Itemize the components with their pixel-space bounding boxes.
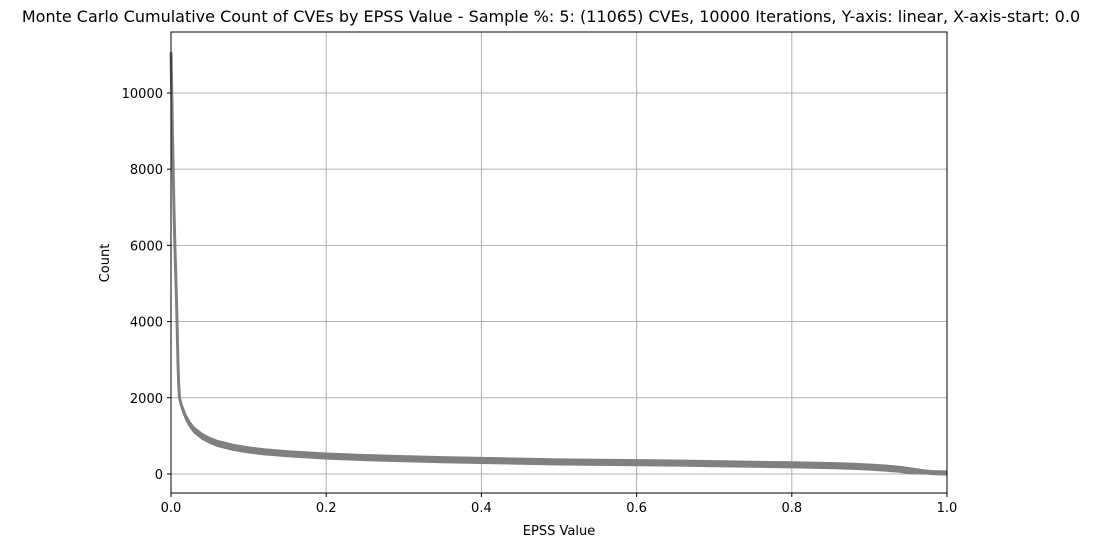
series-point: [938, 473, 941, 475]
series-point: [173, 214, 175, 216]
series-point: [922, 472, 925, 474]
series-point: [177, 385, 180, 388]
series-point: [175, 297, 178, 300]
series-point: [286, 452, 289, 455]
x-tick-label: 0.8: [781, 501, 802, 516]
series-point: [907, 469, 909, 472]
series-point: [915, 470, 917, 473]
series-line: [169, 52, 948, 476]
y-tick-label: 0: [155, 468, 163, 483]
series-point: [181, 408, 184, 410]
series-point: [178, 396, 181, 399]
series-envelope-band: [170, 49, 948, 475]
series-point: [674, 462, 677, 464]
series-point: [189, 424, 192, 426]
series-point: [174, 271, 177, 273]
series-point: [172, 175, 175, 178]
x-axis: 0.0 0.2 0.4 0.6 0.8 1.0: [161, 493, 958, 516]
series-point: [558, 461, 560, 463]
series-point: [216, 442, 219, 445]
series-point: [232, 446, 234, 449]
series-point: [752, 463, 754, 466]
series-point: [201, 435, 203, 438]
series-point: [480, 459, 483, 462]
series-point: [247, 449, 250, 451]
y-tick-label: 2000: [130, 392, 163, 407]
y-tick-label: 4000: [130, 316, 163, 331]
y-tick-label: 10000: [122, 87, 163, 102]
grid-lines: [170, 32, 948, 493]
y-axis: 0 2000 4000 6000 8000 10000: [122, 87, 171, 483]
series-point: [519, 460, 521, 462]
x-axis-label: EPSS Value: [523, 524, 595, 539]
series-point: [179, 400, 182, 403]
series-point: [171, 137, 174, 140]
series-point: [185, 417, 188, 420]
series-point: [899, 468, 902, 471]
series-point: [403, 457, 405, 460]
series-point: [364, 456, 366, 459]
series-point: [441, 458, 444, 461]
series-point: [884, 467, 886, 469]
series-point: [193, 429, 196, 431]
x-tick-label: 0.0: [161, 501, 182, 516]
series-point: [829, 464, 832, 467]
series-point: [853, 465, 855, 468]
y-axis-label: Count: [98, 244, 113, 283]
series-point: [263, 451, 265, 453]
series-point: [177, 362, 179, 365]
series-point: [176, 328, 179, 330]
series-point: [635, 461, 638, 464]
series-point: [791, 464, 793, 466]
x-tick-label: 0.2: [316, 501, 337, 516]
y-tick-label: 6000: [130, 239, 163, 254]
series-point: [868, 466, 871, 468]
plot-area: [170, 31, 948, 494]
series-point: [597, 461, 599, 464]
x-tick-label: 1.0: [937, 501, 958, 516]
y-tick-label: 8000: [130, 163, 163, 178]
series-point: [174, 244, 176, 247]
series-point: [209, 439, 211, 442]
chart-title: Monte Carlo Cumulative Count of CVEs by …: [22, 7, 1080, 26]
series-point: [713, 462, 715, 465]
x-tick-label: 0.6: [626, 501, 647, 516]
series-point: [325, 455, 328, 457]
series-layer: [169, 49, 948, 476]
x-tick-label: 0.4: [471, 501, 492, 516]
series-point: [930, 472, 933, 475]
